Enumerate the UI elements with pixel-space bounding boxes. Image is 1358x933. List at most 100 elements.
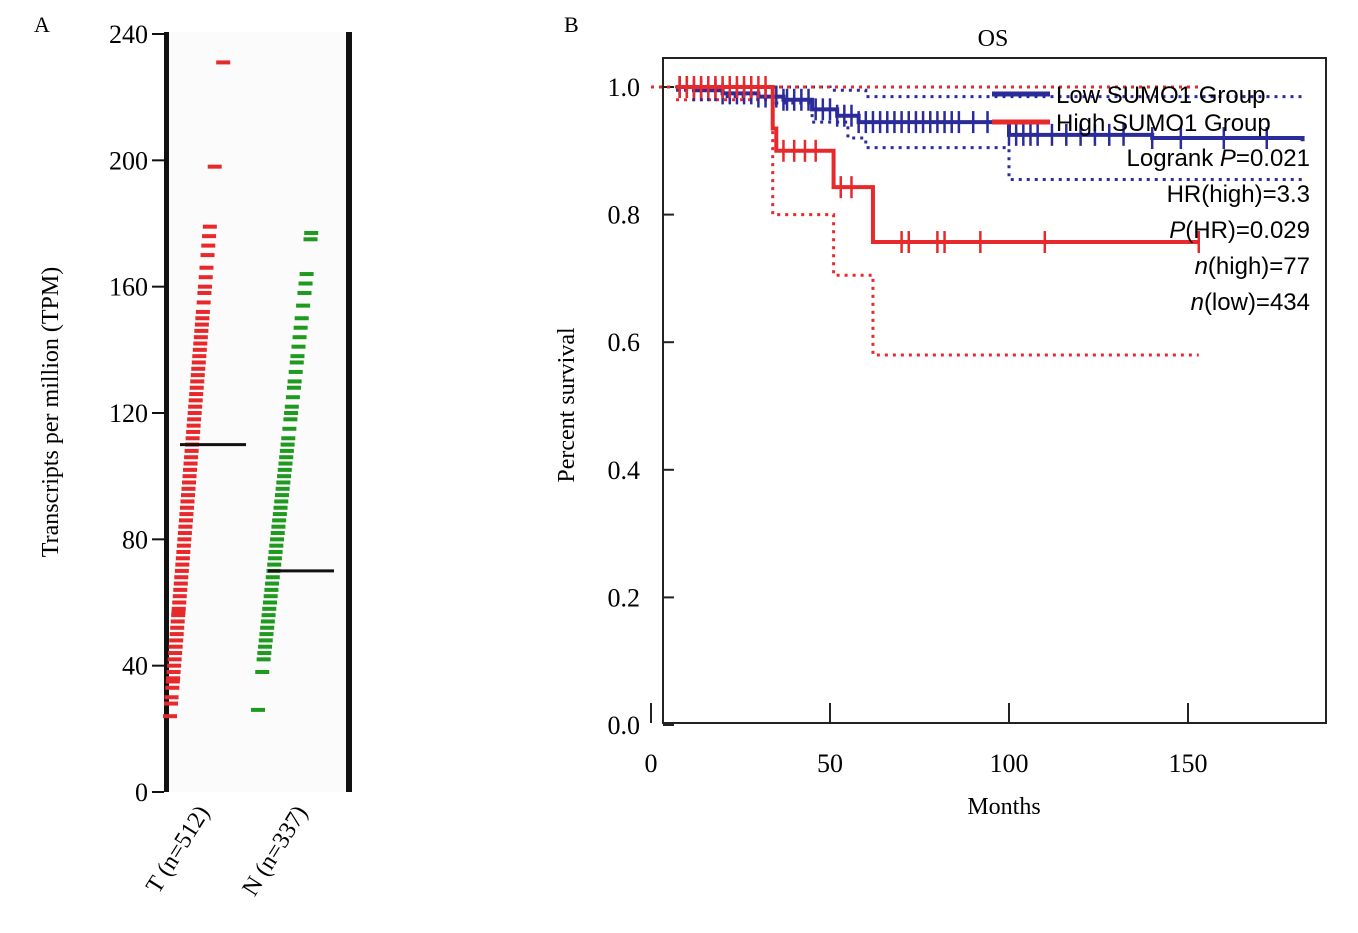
panel-b-plot-frame bbox=[662, 57, 1327, 724]
y-tick-label: 40 bbox=[122, 652, 148, 681]
tumor-point bbox=[195, 309, 210, 314]
y-tick-label: 240 bbox=[109, 20, 148, 49]
panel-a-medians bbox=[180, 443, 334, 573]
tumor-point bbox=[197, 290, 212, 295]
tumor-point bbox=[173, 587, 188, 592]
tumor-point bbox=[167, 663, 182, 668]
tumor-point bbox=[171, 606, 186, 611]
tumor-point bbox=[176, 543, 191, 548]
normal-point bbox=[303, 237, 318, 242]
stat-n-high: n(high)=77 bbox=[1195, 253, 1310, 280]
normal-point bbox=[258, 644, 273, 649]
tumor-point bbox=[192, 347, 207, 352]
tumor-point bbox=[171, 613, 186, 618]
normal-point bbox=[258, 638, 273, 643]
y-tick-label: 0.2 bbox=[608, 583, 641, 612]
tumor-point bbox=[197, 284, 212, 289]
tumor-point bbox=[172, 594, 187, 599]
panel-b-x-axis-label: Months bbox=[967, 794, 1040, 820]
tumor-point bbox=[164, 701, 179, 706]
normal-point bbox=[264, 587, 279, 592]
panel-a-points bbox=[163, 60, 319, 719]
tumor-point bbox=[196, 300, 211, 305]
tumor-point bbox=[177, 531, 192, 536]
normal-point bbox=[277, 467, 292, 472]
stat-hr-high: HR(high)=3.3 bbox=[1167, 181, 1310, 208]
normal-point bbox=[274, 499, 289, 504]
panel-a-y-axis-label: Transcripts per million (TPM) bbox=[38, 267, 64, 557]
tumor-point bbox=[164, 695, 179, 700]
panel-a: A 0 40 80 120 160 200 240 Transcripts per mill… bbox=[34, 12, 352, 901]
tumor-point bbox=[184, 455, 199, 460]
stat-logrank-p: Logrank P=0.021 bbox=[1127, 145, 1311, 172]
normal-point bbox=[260, 625, 275, 630]
tumor-point bbox=[180, 493, 195, 498]
tumor-point bbox=[200, 253, 215, 258]
tumor-point bbox=[188, 398, 203, 403]
normal-point bbox=[291, 344, 306, 349]
x-tick-label: 100 bbox=[990, 749, 1029, 778]
normal-point bbox=[270, 531, 285, 536]
panel-b-title: OS bbox=[978, 26, 1009, 52]
tumor-point bbox=[168, 651, 183, 656]
stat-p-hr: P(HR)=0.029 bbox=[1169, 217, 1310, 244]
high-ci-lower bbox=[676, 98, 1199, 357]
x-tick-label: 50 bbox=[817, 749, 843, 778]
tumor-point bbox=[174, 575, 189, 580]
tumor-point bbox=[177, 537, 192, 542]
tumor-point bbox=[169, 638, 184, 643]
y-tick-label: 80 bbox=[122, 525, 148, 554]
normal-point bbox=[260, 619, 275, 624]
normal-point bbox=[271, 524, 286, 529]
panel-a-right-border bbox=[346, 32, 352, 792]
normal-point bbox=[281, 436, 296, 441]
panel-b-axes: 0 50 100 150 0.0 0.2 0.4 0.6 0.8 1.0 bbox=[608, 73, 1208, 778]
normal-point bbox=[279, 455, 294, 460]
tumor-point bbox=[189, 385, 204, 390]
tumor-point bbox=[207, 164, 222, 169]
normal-point bbox=[296, 303, 311, 308]
normal-point bbox=[261, 613, 276, 618]
panel-b-statistics: Logrank P=0.021 HR(high)=3.3 P(HR)=0.029… bbox=[1127, 145, 1311, 316]
normal-point bbox=[278, 461, 293, 466]
tumor-point bbox=[170, 625, 185, 630]
normal-point bbox=[283, 417, 298, 422]
tumor-point bbox=[175, 556, 190, 561]
tumor-point bbox=[168, 644, 183, 649]
normal-point bbox=[288, 369, 303, 374]
panel-b: B OS 0 50 100 150 0.0 0.2 0.4 0.6 0.8 1.0 Percent… bbox=[554, 12, 1327, 820]
normal-point bbox=[251, 707, 265, 712]
tumor-point bbox=[179, 505, 194, 510]
normal-point bbox=[287, 379, 302, 384]
y-tick-label: 0 bbox=[135, 778, 148, 807]
tumor-point bbox=[198, 275, 213, 280]
tumor-point bbox=[184, 448, 199, 453]
tumor-point bbox=[166, 676, 181, 681]
tumor-point bbox=[171, 609, 186, 614]
normal-point bbox=[270, 537, 285, 542]
tumor-point bbox=[186, 429, 201, 434]
panel-a-left-border bbox=[164, 32, 169, 792]
tumor-point bbox=[163, 714, 177, 719]
normal-point bbox=[257, 651, 272, 656]
tumor-point bbox=[165, 685, 180, 690]
normal-point bbox=[284, 411, 299, 415]
normal-point bbox=[299, 272, 314, 277]
normal-point bbox=[298, 281, 313, 286]
tumor-point bbox=[167, 657, 182, 662]
normal-point bbox=[274, 493, 289, 498]
tumor-point bbox=[183, 467, 198, 472]
normal-point bbox=[267, 556, 282, 561]
tumor-point bbox=[173, 581, 188, 586]
y-tick-label: 0.8 bbox=[608, 201, 641, 230]
tumor-point bbox=[175, 562, 190, 567]
normal-point bbox=[256, 657, 271, 662]
y-tick-label: 200 bbox=[109, 146, 148, 175]
normal-point bbox=[269, 543, 284, 548]
normal-point bbox=[268, 549, 283, 554]
y-tick-label: 1.0 bbox=[608, 73, 641, 102]
tumor-point bbox=[174, 568, 189, 573]
tumor-point bbox=[194, 322, 209, 327]
tumor-point bbox=[178, 518, 193, 523]
